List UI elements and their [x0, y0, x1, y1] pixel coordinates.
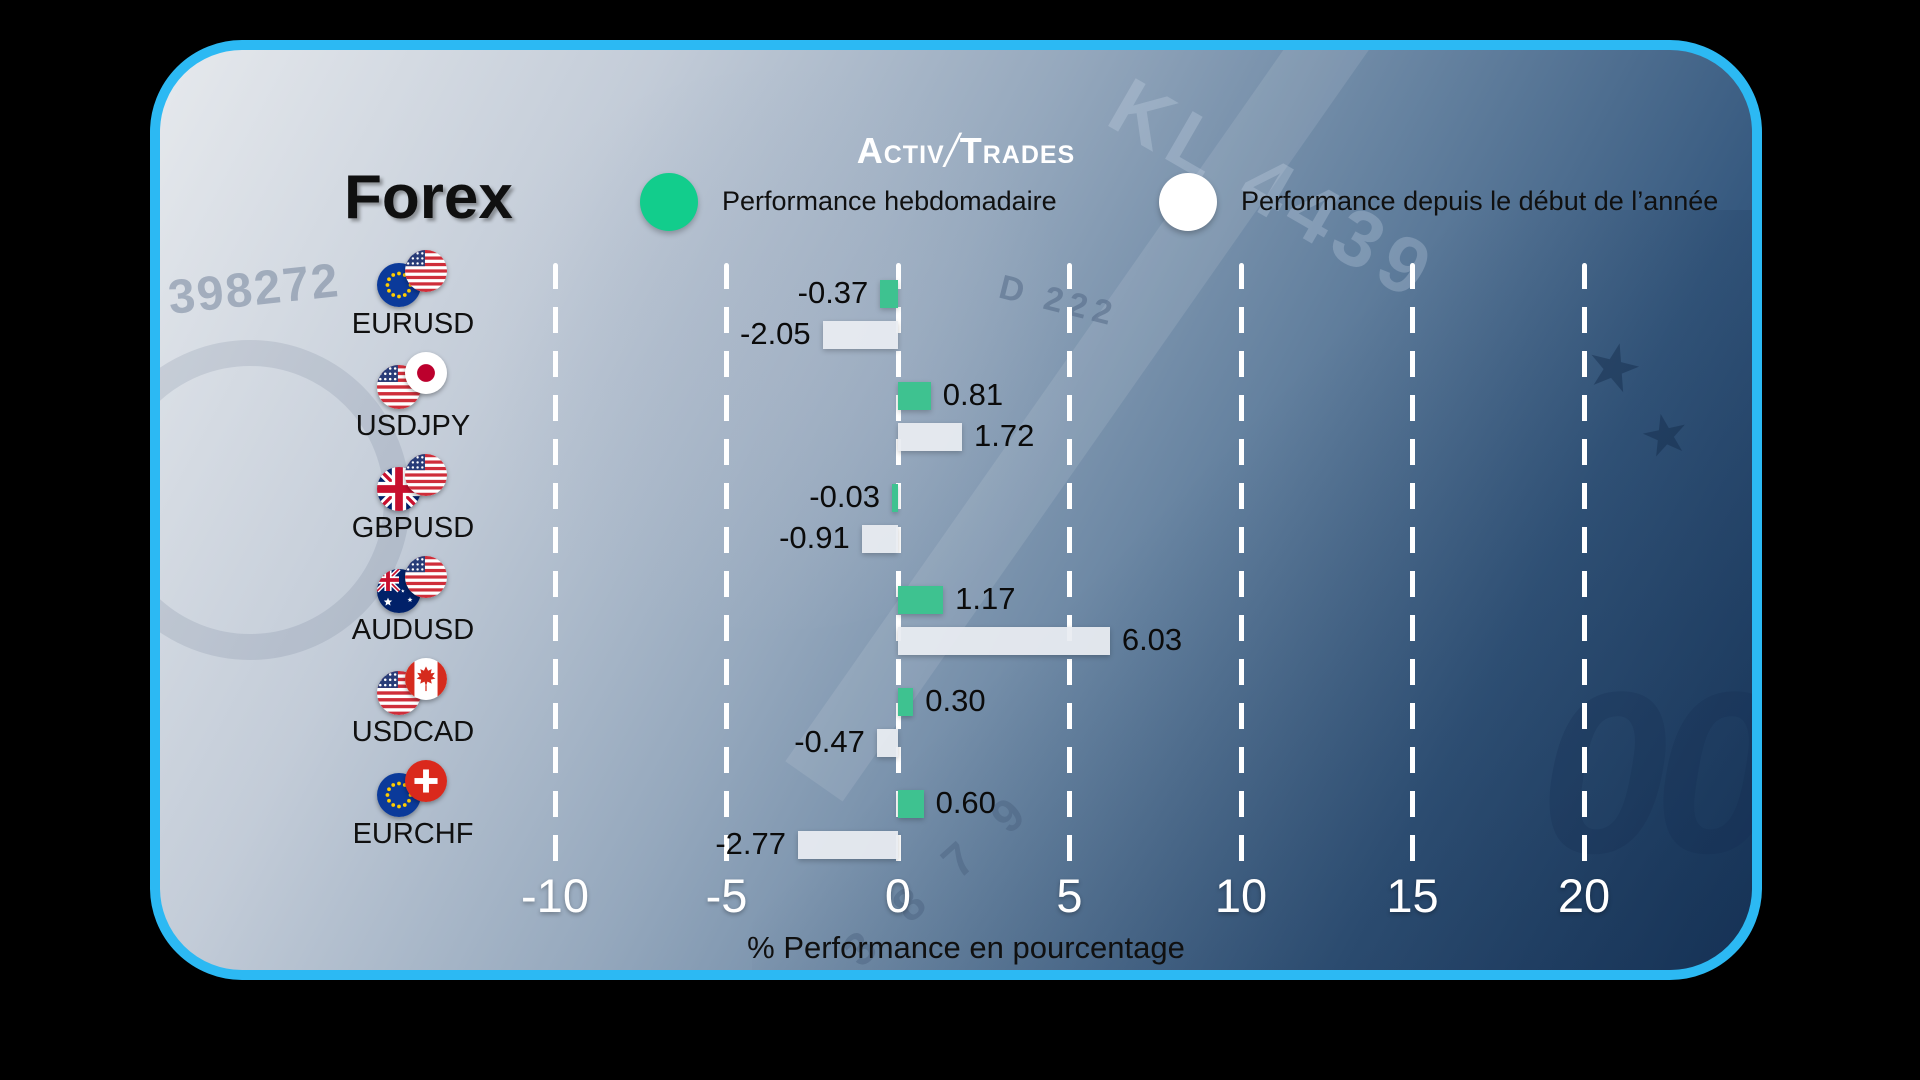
bar-value-label: -2.05 — [740, 316, 811, 351]
gridline — [552, 263, 558, 864]
gridline — [1067, 263, 1072, 864]
watermark-zeros: 00 — [1540, 644, 1762, 901]
pair-row-USDJPY: USDJPY — [328, 352, 498, 443]
bar-value-label: 1.72 — [973, 418, 1035, 453]
brand-logo-trades: Trades — [959, 130, 1076, 171]
bar-ytd-GBPUSD — [861, 525, 898, 553]
flag-pair-icon — [377, 760, 449, 817]
bar-value-label: -0.91 — [779, 520, 850, 555]
page-title: Forex — [344, 163, 513, 232]
pair-label: EURCHF — [352, 818, 474, 850]
legend-weekly-dot-icon — [640, 173, 698, 231]
bar-weekly-EURCHF — [898, 790, 924, 818]
euro-star-icon: ★ — [1633, 398, 1697, 471]
gridline — [1238, 263, 1244, 864]
flag-ch-icon — [405, 760, 447, 802]
bar-value-label: 0.81 — [942, 377, 1004, 412]
pair-label: AUDUSD — [351, 614, 475, 646]
flag-pair-icon — [377, 658, 449, 715]
pair-row-USDCAD: USDCAD — [328, 658, 498, 749]
bar-value-label: -0.03 — [809, 479, 880, 514]
x-tick-label: 10 — [1214, 869, 1268, 922]
bar-ytd-USDCAD — [876, 729, 898, 757]
pair-row-GBPUSD: GBPUSD — [328, 454, 498, 545]
bar-ytd-EURCHF — [797, 831, 898, 859]
bar-value-label: 1.17 — [955, 581, 1016, 616]
bar-value-label: 0.60 — [935, 785, 996, 820]
gridline — [895, 263, 901, 864]
bar-value-label: 0.30 — [925, 683, 986, 718]
flag-pair-icon — [377, 250, 449, 307]
x-axis-label: % Performance en pourcentage — [747, 930, 1185, 965]
flag-pair-icon — [377, 454, 449, 511]
flag-jp-icon — [405, 352, 447, 394]
pair-row-EURCHF: EURCHF — [328, 760, 498, 851]
flag-ca-icon — [405, 658, 447, 700]
x-tick-label: 15 — [1386, 869, 1439, 922]
gridline — [1410, 263, 1415, 864]
flag-pair-icon — [377, 556, 449, 613]
gridline — [724, 263, 729, 864]
flag-pair-icon — [377, 352, 449, 409]
flag-us-icon — [405, 454, 447, 496]
background-text: D 222 — [995, 267, 1122, 335]
legend-ytd-label: Performance depuis le début de l’année — [1241, 186, 1719, 216]
pair-label: USDJPY — [355, 410, 471, 442]
bar-value-label: 6.03 — [1121, 622, 1183, 657]
infographic-card: KL 4439 398272 D 222 3 8 7 9 ★ ★ 00 Acti… — [150, 40, 1762, 980]
x-tick-label: 5 — [1056, 869, 1083, 922]
x-tick-label: -10 — [521, 869, 589, 922]
bar-weekly-USDJPY — [898, 382, 931, 410]
brand-logo-activ: Activ — [856, 130, 945, 171]
bar-weekly-EURUSD — [880, 280, 898, 308]
pair-row-AUDUSD: AUDUSD — [328, 556, 498, 647]
bar-value-label: -0.47 — [794, 724, 865, 759]
bar-weekly-GBPUSD — [891, 484, 898, 512]
legend-weekly-label: Performance hebdomadaire — [722, 186, 1057, 216]
bar-weekly-AUDUSD — [898, 586, 944, 614]
euro-star-icon: ★ — [1577, 325, 1651, 409]
flag-us-icon — [405, 556, 447, 598]
bar-ytd-EURUSD — [822, 321, 898, 349]
pair-label: GBPUSD — [351, 512, 475, 544]
brand-logo: Activ/Trades — [160, 124, 1752, 177]
pair-label: USDCAD — [351, 716, 475, 748]
x-tick-label: -5 — [705, 869, 748, 922]
bar-ytd-AUDUSD — [898, 627, 1110, 655]
x-tick-label: 20 — [1557, 869, 1611, 922]
gridline — [1581, 263, 1587, 864]
background-text: 398272 — [165, 254, 343, 325]
bar-value-label: -0.37 — [797, 275, 869, 310]
bar-value-label: -2.77 — [715, 826, 786, 861]
x-tick-label: 0 — [884, 869, 912, 922]
bar-ytd-USDJPY — [898, 423, 962, 451]
bar-weekly-USDCAD — [898, 688, 914, 716]
pair-row-EURUSD: EURUSD — [328, 250, 498, 341]
legend-ytd-dot-icon — [1159, 173, 1217, 231]
pair-label: EURUSD — [351, 308, 475, 340]
flag-us-icon — [405, 250, 447, 292]
